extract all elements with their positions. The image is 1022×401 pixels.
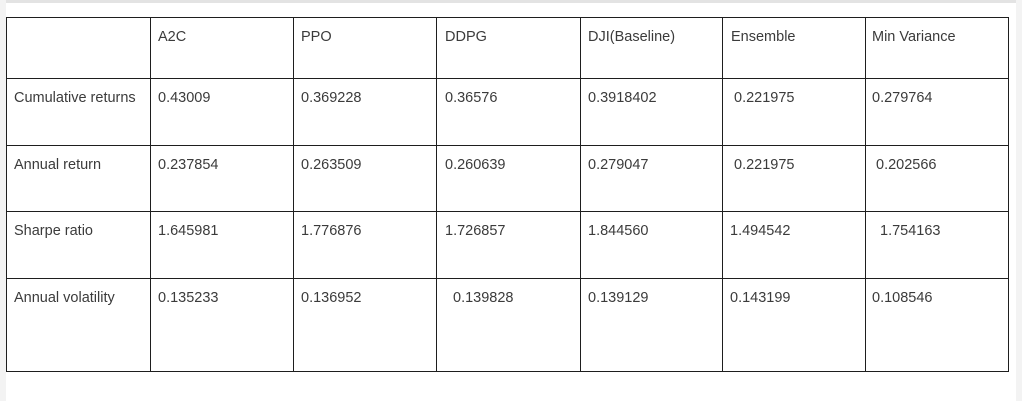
header-cell-dji-baseline: DJI(Baseline) <box>580 17 723 79</box>
table-row: Sharpe ratio 1.645981 1.776876 1.726857 … <box>6 211 1009 279</box>
table-cell: 1.754163 <box>865 211 1009 279</box>
table-cell: 1.494542 <box>722 211 866 279</box>
table-cell: 0.36576 <box>436 78 581 146</box>
table-cell: 0.202566 <box>865 145 1009 212</box>
table-cell: 0.43009 <box>150 78 294 146</box>
header-cell-ensemble: Ensemble <box>722 17 866 79</box>
table-cell: 0.369228 <box>293 78 437 146</box>
header-cell-ppo: PPO <box>293 17 437 79</box>
row-label-annual-return: Annual return <box>6 145 151 212</box>
table-cell: 0.279047 <box>580 145 723 212</box>
table-cell: 0.263509 <box>293 145 437 212</box>
table-cell: 1.776876 <box>293 211 437 279</box>
table-cell: 0.221975 <box>722 78 866 146</box>
header-cell-empty <box>6 17 151 79</box>
table-cell: 1.645981 <box>150 211 294 279</box>
table-cell: 0.136952 <box>293 278 437 372</box>
top-divider <box>6 0 1016 3</box>
table-cell: 0.143199 <box>722 278 866 372</box>
table-cell: 0.135233 <box>150 278 294 372</box>
table-cell: 1.844560 <box>580 211 723 279</box>
table-cell: 0.279764 <box>865 78 1009 146</box>
row-label-cumulative-returns: Cumulative returns <box>6 78 151 146</box>
table-cell: 0.221975 <box>722 145 866 212</box>
performance-table: A2C PPO DDPG DJI(Baseline) Ensemble Min … <box>6 17 1009 372</box>
table-header-row: A2C PPO DDPG DJI(Baseline) Ensemble Min … <box>6 17 1009 79</box>
header-cell-min-variance: Min Variance <box>865 17 1009 79</box>
table-cell: 0.237854 <box>150 145 294 212</box>
table-row: Cumulative returns 0.43009 0.369228 0.36… <box>6 78 1009 146</box>
table-cell: 0.108546 <box>865 278 1009 372</box>
row-label-annual-volatility: Annual volatility <box>6 278 151 372</box>
table-cell: 0.139129 <box>580 278 723 372</box>
header-cell-a2c: A2C <box>150 17 294 79</box>
row-label-sharpe-ratio: Sharpe ratio <box>6 211 151 279</box>
table-row: Annual volatility 0.135233 0.136952 0.13… <box>6 278 1009 372</box>
table-row: Annual return 0.237854 0.263509 0.260639… <box>6 145 1009 212</box>
header-cell-ddpg: DDPG <box>436 17 581 79</box>
table-cell: 0.260639 <box>436 145 581 212</box>
table-cell: 0.3918402 <box>580 78 723 146</box>
table-cell: 1.726857 <box>436 211 581 279</box>
table-cell: 0.139828 <box>436 278 581 372</box>
